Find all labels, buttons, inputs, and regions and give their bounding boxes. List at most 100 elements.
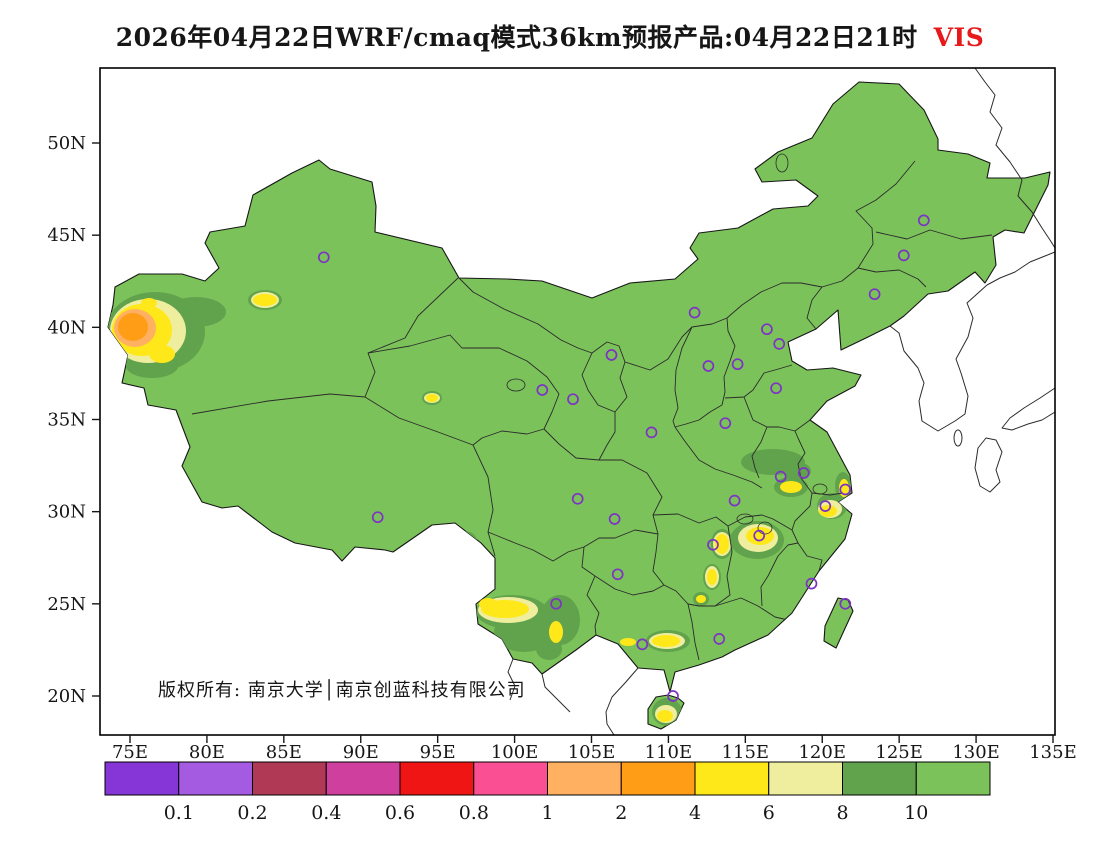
plot-title-variable: VIS <box>933 23 985 52</box>
china-landmass <box>107 81 1051 730</box>
province-boundary-line <box>760 542 823 607</box>
station-marker <box>571 492 584 505</box>
colorbar-boundary-label: 6 <box>763 802 775 824</box>
foreign-coastline <box>605 667 639 736</box>
province-boundary-line <box>458 277 593 354</box>
foreign-coastline <box>541 673 571 713</box>
station-marker <box>605 349 618 361</box>
lon-tick-label: 95E <box>420 742 456 763</box>
china-mainland-outline <box>107 81 1051 693</box>
colorbar-segment <box>620 761 696 796</box>
low-visibility-patch <box>118 313 148 341</box>
low-visibility-patch <box>457 536 471 546</box>
station-marker <box>728 494 741 507</box>
station-marker <box>719 417 732 430</box>
station-marker <box>702 360 715 372</box>
station-marker <box>773 338 786 350</box>
colorbar-segment <box>768 761 843 796</box>
province-boundary-line <box>581 546 600 636</box>
foreign-coastline <box>974 437 1003 493</box>
colorbar-segment <box>915 761 991 796</box>
province-boundary-line <box>652 513 729 527</box>
lake-outline <box>736 513 754 525</box>
province-boundary-line <box>543 428 648 474</box>
low-visibility-patch <box>253 294 277 306</box>
colorbar-segment <box>399 761 475 796</box>
lon-tick-label: 125E <box>875 742 923 763</box>
lon-tick-label: 90E <box>343 742 379 763</box>
station-marker <box>608 513 621 525</box>
low-visibility-patch <box>149 345 175 363</box>
foreign-coastline <box>889 284 988 432</box>
low-visibility-patch <box>780 481 802 493</box>
lon-tick-label: 85E <box>266 742 302 763</box>
plot-title: 2026年04月22日WRF/cmaq模式36km预报产品:04月22日21时 V… <box>0 18 1100 54</box>
station-marker <box>805 577 818 590</box>
province-boundary-line <box>652 533 665 586</box>
colorbar-boundary-label: 2 <box>615 802 627 824</box>
lat-tick-label: 20N <box>47 686 86 707</box>
low-visibility-patch <box>479 598 497 610</box>
low-visibility-patch <box>715 534 729 554</box>
colorbar-boundary-label: 10 <box>904 802 928 824</box>
station-marker <box>774 470 787 483</box>
lat-tick-label: 30N <box>47 502 86 523</box>
lake-outline <box>757 521 773 535</box>
colorbar-boundary-label: 0.6 <box>385 802 415 824</box>
lon-tick-label: 130E <box>952 742 1000 763</box>
low-visibility-patch <box>652 635 680 647</box>
low-visibility-patch <box>451 531 477 551</box>
low-visibility-patch <box>536 638 562 660</box>
station-marker <box>713 633 726 645</box>
province-boundary-line <box>806 286 823 330</box>
colorbar-boundary-label: 8 <box>836 802 848 824</box>
visibility-colorbar: 0.1 0.2 0.4 0.6 0.8 1 2 4 6 8 10 <box>104 761 991 824</box>
low-visibility-patch <box>707 569 717 585</box>
foreign-coastline <box>986 251 1056 286</box>
province-boundary-line <box>791 430 813 544</box>
lon-tick-label: 135E <box>1029 742 1077 763</box>
low-visibility-patch <box>620 638 636 646</box>
colorbar-segment <box>325 761 401 796</box>
colorbar-boundary-label: 0.8 <box>459 802 489 824</box>
station-marker <box>707 538 719 551</box>
province-boundary-line <box>624 160 916 371</box>
lake-outline <box>506 378 526 392</box>
lake-outline <box>812 483 828 495</box>
province-boundary-line <box>598 412 616 461</box>
station-marker <box>839 597 852 610</box>
station-marker <box>536 384 549 396</box>
province-boundary-line <box>751 426 768 479</box>
lake-outline <box>775 153 789 173</box>
latitude-axis: 50N 45N 40N 35N 30N 25N 20N <box>47 133 100 707</box>
longitude-axis: 75E 80E 85E 90E 95E 100E 105E 110E 115E 120E 125E 1… <box>112 735 1077 763</box>
lat-tick-label: 45N <box>47 225 86 246</box>
colorbar-segment <box>104 761 180 796</box>
station-marker <box>317 251 330 264</box>
station-marker <box>645 426 658 439</box>
province-boundary-line <box>714 525 733 607</box>
low-visibility-patch <box>549 621 563 643</box>
station-marker <box>731 358 744 371</box>
station-marker <box>897 249 910 262</box>
map-frame <box>99 67 1056 736</box>
province-boundary-line <box>364 396 474 446</box>
province-boundary-line <box>674 404 723 428</box>
province-boundary-line <box>672 326 693 428</box>
province-boundary-line <box>364 277 459 398</box>
low-visibility-patch <box>746 527 774 545</box>
province-boundary-line <box>721 317 736 406</box>
lon-tick-label: 115E <box>722 742 770 763</box>
copyright-note: 版权所有: 南京大学│南京创蓝科技有限公司 <box>158 680 526 701</box>
lat-tick-label: 35N <box>47 409 86 430</box>
colorbar-segment <box>473 761 548 796</box>
station-marker <box>550 597 562 610</box>
province-boundary-line <box>875 229 993 240</box>
province-boundary-line <box>487 529 659 562</box>
plot-title-text: 2026年04月22日WRF/cmaq模式36km预报产品:04月22日21时 <box>115 23 918 52</box>
province-boundary-line <box>472 444 496 557</box>
colorbar-boundary-label: 0.4 <box>311 802 341 824</box>
station-marker <box>753 529 766 542</box>
province-boundary-line <box>594 575 700 661</box>
